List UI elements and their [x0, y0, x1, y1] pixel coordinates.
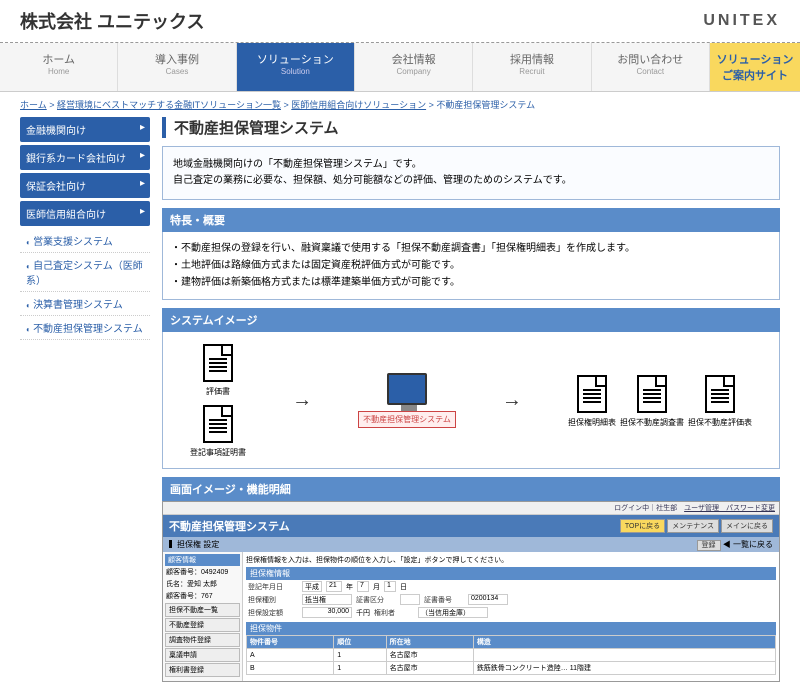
- screen-header: 画面イメージ・機能明細: [162, 477, 780, 501]
- logo: UNITEX: [703, 12, 780, 30]
- table-row: B1名古屋市鉄筋鉄骨コンクリート造陸… 11階建: [247, 662, 776, 675]
- nav-cases[interactable]: 導入事例Cases: [118, 43, 236, 91]
- nav-contact[interactable]: お問い合わせContact: [592, 43, 710, 91]
- doc-icon: [705, 375, 735, 413]
- system-diagram: 評価書 登記事項証明書 → 不動産担保管理システム → 担保権明細表 担保不動産…: [162, 332, 780, 469]
- sub-realestate[interactable]: 不動産担保管理システム: [20, 316, 150, 340]
- nav-recruit[interactable]: 採用情報Recruit: [473, 43, 591, 91]
- crumb-home[interactable]: ホーム: [20, 100, 47, 110]
- header: 株式会社 ユニテックス UNITEX: [0, 0, 800, 43]
- features-header: 特長・概要: [162, 208, 780, 232]
- side-btn-5[interactable]: 権利書登録: [165, 663, 240, 677]
- doc-icon: [637, 375, 667, 413]
- sidebar: 金融機関向け 銀行系カード会社向け 保証会社向け 医師信用組合向け 営業支援シス…: [20, 117, 150, 682]
- side-btn-2[interactable]: 不動産登録: [165, 618, 240, 632]
- side-guarantee[interactable]: 保証会社向け: [20, 173, 150, 198]
- features-body: 不動産担保の登録を行い、融資稟議で使用する「担保不動産調査書」「担保権明細表」を…: [162, 232, 780, 300]
- doc-icon: [203, 405, 233, 443]
- app-title: 不動産担保管理システム: [169, 518, 290, 534]
- sub-sales[interactable]: 営業支援システム: [20, 229, 150, 253]
- save-button[interactable]: 登録: [697, 540, 721, 551]
- diagram-header: システムイメージ: [162, 308, 780, 332]
- breadcrumb: ホーム > 経営環境にベストマッチする金融ITソリューション一覧 > 医師信用組…: [0, 92, 800, 117]
- side-medical[interactable]: 医師信用組合向け: [20, 201, 150, 226]
- feat-1: 不動産担保の登録を行い、融資稟議で使用する「担保不動産調査書」「担保権明細表」を…: [171, 240, 771, 257]
- nav-home[interactable]: ホームHome: [0, 43, 118, 91]
- company-name: 株式会社 ユニテックス: [20, 8, 204, 34]
- main-content: 不動産担保管理システム 地域金融機関向けの「不動産担保管理システム」です。 自己…: [162, 117, 780, 682]
- sec2-header: 担保物件: [246, 622, 776, 635]
- feat-2: 土地評価は路線価方式または固定資産税評価方式が可能です。: [171, 257, 771, 274]
- side-financial[interactable]: 金融機関向け: [20, 117, 150, 142]
- sub-assess[interactable]: 自己査定システム（医師系）: [20, 253, 150, 292]
- crumb-l1[interactable]: 経営環境にベストマッチする金融ITソリューション一覧: [57, 100, 281, 110]
- feat-3: 建物評価は新築価格方式または標準建築単価方式が可能です。: [171, 274, 771, 291]
- page-title: 不動産担保管理システム: [162, 117, 780, 138]
- table-row: A1名古屋市: [247, 649, 776, 662]
- doc-icon: [577, 375, 607, 413]
- crumb-current: 不動産担保管理システム: [436, 100, 535, 110]
- intro-box: 地域金融機関向けの「不動産担保管理システム」です。 自己査定の業務に必要な、担保…: [162, 146, 780, 200]
- sec1-header: 担保権情報: [246, 567, 776, 580]
- back-link[interactable]: ◀ 一覧に戻る: [723, 540, 773, 549]
- intro-l1: 地域金融機関向けの「不動産担保管理システム」です。: [173, 157, 769, 173]
- system-label: 不動産担保管理システム: [358, 411, 456, 428]
- nav-cta[interactable]: ソリューションご案内サイト: [710, 43, 800, 91]
- nav-solution[interactable]: ソリューションSolution: [237, 43, 355, 91]
- doc-icon: [203, 344, 233, 382]
- app-note: 担保権情報を入力は、担保物件の順位を入力し、「設定」ボタンで押してください。: [246, 555, 776, 565]
- side-btn-1[interactable]: 担保不動産一覧: [165, 603, 240, 617]
- intro-l2: 自己査定の業務に必要な、担保額、処分可能額などの評価、管理のためのシステムです。: [173, 173, 769, 189]
- side-bankcard[interactable]: 銀行系カード会社向け: [20, 145, 150, 170]
- app-screenshot: ログイン中｜社生部 ユーザ管理 パスワード変更 不動産担保管理システム TOPに…: [162, 501, 780, 682]
- main-nav: ホームHome 導入事例Cases ソリューションSolution 会社情報Co…: [0, 43, 800, 92]
- side-btn-4[interactable]: 稟議申請: [165, 648, 240, 662]
- arrow-icon: →: [292, 389, 312, 412]
- main-button[interactable]: メインに戻る: [721, 519, 773, 533]
- top-button[interactable]: TOPに戻る: [620, 519, 665, 533]
- maint-button[interactable]: メンテナンス: [667, 519, 719, 533]
- computer-icon: [387, 373, 427, 405]
- sub-settle[interactable]: 決算書管理システム: [20, 292, 150, 316]
- nav-company[interactable]: 会社情報Company: [355, 43, 473, 91]
- arrow-icon: →: [502, 389, 522, 412]
- tab-label: ▍担保権 設定: [169, 539, 219, 550]
- side-btn-3[interactable]: 調査物件登録: [165, 633, 240, 647]
- collateral-table: 物件番号順位所在地構造 A1名古屋市 B1名古屋市鉄筋鉄骨コンクリート造陸… 1…: [246, 635, 776, 675]
- crumb-l2[interactable]: 医師信用組合向けソリューション: [291, 100, 426, 110]
